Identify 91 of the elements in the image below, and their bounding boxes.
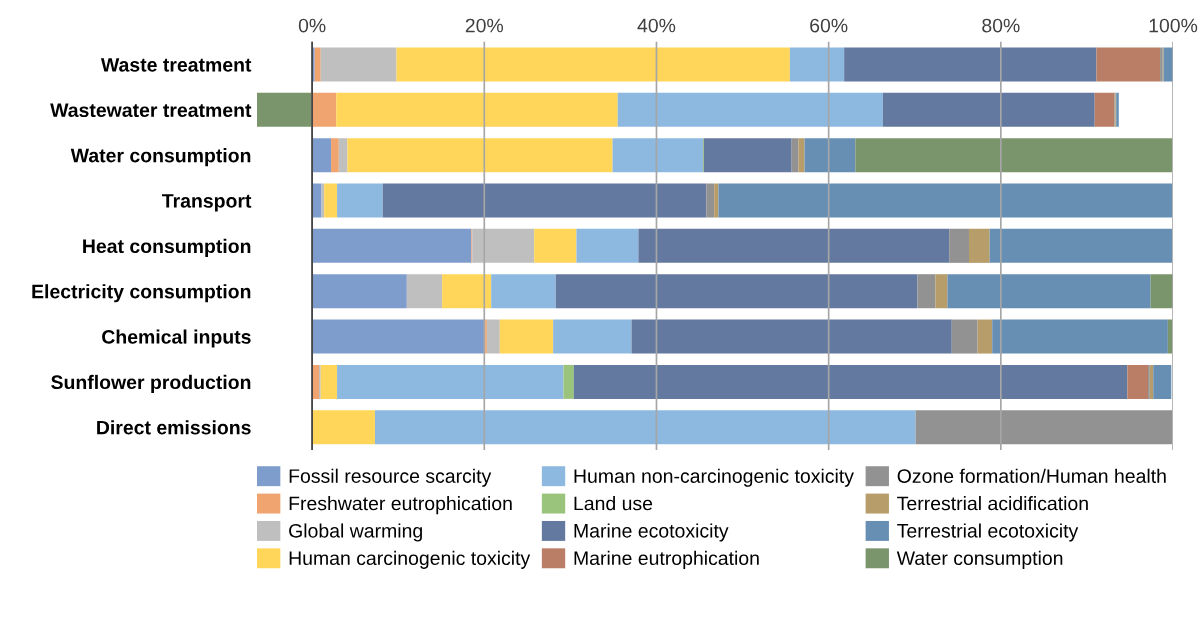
bar — [631, 319, 952, 354]
x-tick-label: 20% — [465, 18, 504, 33]
bar — [374, 410, 916, 445]
legend-label: Terrestrial acidification — [897, 496, 1088, 511]
bar — [915, 410, 1173, 445]
legend-label: Marine eutrophication — [574, 550, 759, 569]
legend-label: Ozone formation/Human health — [897, 468, 1166, 483]
bar — [1150, 274, 1174, 309]
bar — [951, 319, 978, 354]
bar — [534, 228, 577, 263]
legend-label: Marine ecotoxicity — [574, 523, 729, 542]
bar — [347, 138, 613, 173]
bar — [968, 228, 990, 263]
y-tick-label: Sunflower production — [51, 374, 251, 393]
bar — [714, 183, 719, 218]
y-tick-label: Electricity consumption — [32, 284, 251, 303]
bar — [706, 183, 715, 218]
bar — [486, 319, 500, 354]
bar — [612, 138, 703, 173]
y-tick-label: Chemical inputs — [102, 329, 251, 348]
x-tick-label: 40% — [637, 18, 676, 33]
bar — [320, 364, 338, 399]
bar — [1153, 364, 1172, 399]
y-tick-label: Direct emissions — [97, 420, 251, 435]
bar — [331, 138, 339, 173]
legend-label: Terrestrial ecotoxicity — [897, 523, 1079, 542]
bar — [406, 274, 443, 309]
y-tick-label: Transport — [162, 194, 252, 212]
bar — [703, 138, 792, 173]
bar — [499, 319, 554, 354]
legend-label: Land use — [574, 496, 653, 511]
y-tick-label: Water consumption — [70, 148, 251, 167]
x-tick-label: 0% — [298, 18, 326, 33]
bar — [573, 364, 1128, 399]
bar — [798, 138, 805, 173]
bar — [257, 92, 313, 127]
bar — [312, 274, 407, 309]
bar — [555, 274, 918, 309]
bar — [804, 138, 856, 173]
bar — [472, 228, 535, 263]
bar — [338, 138, 348, 173]
y-tick-label: Wastewater treatment — [50, 103, 252, 118]
bar — [882, 92, 1095, 127]
bar — [337, 364, 564, 399]
legend-label: Human carcinogenic toxicity — [289, 550, 531, 569]
bar — [576, 228, 639, 263]
bar — [442, 274, 492, 309]
bar — [789, 47, 845, 82]
bar — [337, 183, 383, 218]
bar — [312, 138, 332, 173]
bar — [989, 228, 1173, 263]
bar — [935, 274, 948, 309]
bar — [1127, 364, 1149, 399]
legend-label: Freshwater eutrophication — [289, 496, 512, 515]
bar — [617, 92, 883, 127]
bar — [718, 183, 1173, 218]
bar — [491, 274, 556, 309]
bar — [992, 319, 1168, 354]
bar — [312, 319, 486, 354]
bar — [312, 228, 472, 263]
x-tick-label: 100% — [1149, 18, 1198, 33]
bar — [320, 47, 397, 82]
bar — [977, 319, 993, 354]
y-tick-label: Heat consumption — [83, 238, 251, 257]
bar — [312, 410, 375, 445]
bar — [947, 274, 1151, 309]
y-tick-label: Waste treatment — [100, 58, 252, 72]
bar — [314, 47, 321, 82]
bar — [312, 92, 337, 127]
bar — [917, 274, 936, 309]
bar — [563, 364, 574, 399]
bar — [844, 47, 1097, 82]
bar — [336, 92, 618, 127]
x-tick-label: 60% — [810, 18, 848, 33]
legend-label: Global warming — [289, 523, 422, 542]
legend-label: Water consumption — [896, 550, 1063, 569]
bar — [312, 183, 322, 218]
legend-label: Human non-carcinogenic toxicity — [574, 468, 854, 487]
bar — [1096, 47, 1161, 82]
bar — [1094, 92, 1115, 127]
bar — [553, 319, 632, 354]
bar — [382, 183, 707, 218]
bar — [324, 183, 338, 218]
bar — [855, 138, 1173, 173]
bar — [949, 228, 969, 263]
x-tick-label: 80% — [982, 18, 1020, 33]
bar — [791, 138, 799, 173]
bar — [396, 47, 790, 82]
legend-label: Fossil resource scarcity — [289, 468, 492, 487]
bar — [1167, 319, 1173, 354]
bar — [638, 228, 950, 263]
